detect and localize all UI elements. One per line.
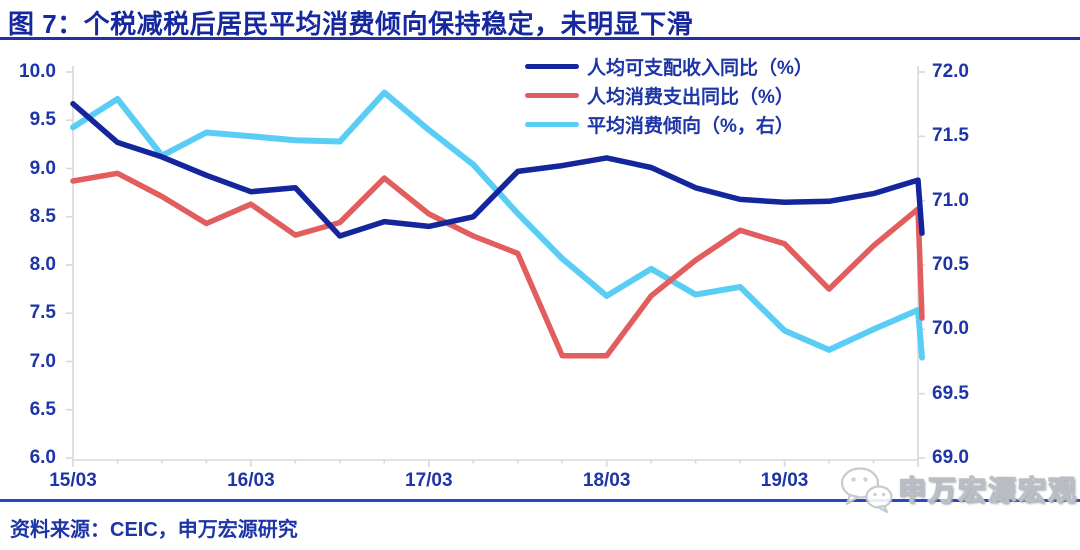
chart-area: 10.0 9.5 9.0 8.5 8.0 7.5 7.0 6.5 6.0 72.0 71.5 71.… — [0, 42, 1080, 500]
figure-title: 图 7：个税减税后居民平均消费倾向保持稳定，未明显下滑 — [8, 9, 694, 39]
chart-legend: 人均可支配收入同比（%） 人均消费支出同比（%） 平均消费倾向（%，右） — [525, 52, 813, 139]
left-axis-tick-label: 6.0 — [29, 447, 56, 468]
chart-plot — [66, 66, 925, 467]
legend-item: 平均消费倾向（%，右） — [525, 110, 813, 139]
right-axis-tick-label: 72.0 — [932, 61, 969, 82]
legend-swatch-consumption — [525, 93, 579, 98]
legend-label: 人均消费支出同比（%） — [587, 87, 794, 108]
watermark-text: 申万宏源宏观 — [897, 474, 1079, 506]
series-line-consumption — [70, 170, 925, 359]
x-axis-tick-label: 18/03 — [582, 470, 631, 491]
wechat-icon — [840, 467, 893, 514]
x-axis-tick-label: 19/03 — [760, 470, 809, 491]
right-axis-tick-label: 70.5 — [932, 254, 969, 275]
legend-label: 平均消费倾向（%，右） — [587, 116, 794, 137]
x-axis-tick-label: 16/03 — [227, 470, 275, 491]
legend-item: 人均可支配收入同比（%） — [525, 52, 813, 81]
right-axis-tick-label: 71.0 — [932, 189, 969, 211]
legend-swatch-propensity — [525, 122, 579, 127]
footer-divider-line — [0, 499, 1080, 502]
title-underline — [0, 37, 1080, 40]
legend-item: 人均消费支出同比（%） — [525, 81, 813, 110]
watermark: 申万宏源宏观 — [838, 460, 1078, 518]
legend-label: 人均可支配收入同比（%） — [587, 58, 813, 79]
right-axis-tick-label: 69.0 — [932, 447, 969, 468]
x-axis-tick-label: 17/03 — [405, 470, 453, 491]
right-axis-tick-label: 70.0 — [932, 318, 969, 340]
legend-swatch-income — [525, 64, 579, 69]
left-axis-tick-label: 10.0 — [19, 61, 56, 82]
left-axis-tick-label: 8.5 — [29, 205, 56, 227]
right-axis-tick-label: 71.5 — [932, 125, 969, 147]
left-axis-tick-label: 7.5 — [29, 302, 56, 324]
left-axis-tick-label: 6.5 — [29, 398, 56, 420]
series-line-income — [70, 101, 925, 239]
right-axis-tick-label: 69.5 — [932, 382, 969, 404]
left-axis-tick-label: 7.0 — [29, 350, 56, 372]
left-axis-tick-label: 9.0 — [29, 157, 56, 179]
series-line-propensity — [70, 89, 925, 361]
left-axis-tick-label: 8.0 — [29, 254, 56, 275]
left-axis-tick-label: 9.5 — [29, 109, 56, 131]
x-axis-tick-label: 15/03 — [49, 470, 97, 491]
source-note: 资料来源：CEIC，申万宏源研究 — [10, 519, 298, 541]
